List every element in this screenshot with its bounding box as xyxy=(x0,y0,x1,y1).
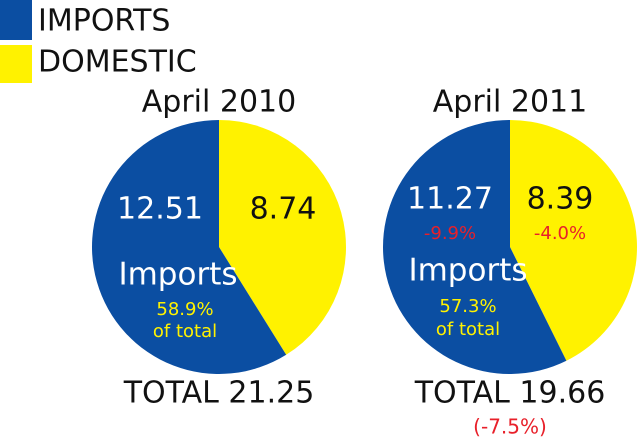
share-note: of total xyxy=(153,321,217,342)
share-label: 58.9% xyxy=(156,299,213,320)
change-label: -9.9% xyxy=(424,223,476,244)
legend-swatch xyxy=(0,0,32,40)
pie-slice xyxy=(219,120,346,355)
value-label: 8.74 xyxy=(250,192,317,227)
value-label: 12.51 xyxy=(117,192,203,227)
total-change: (-7.5%) xyxy=(473,415,547,439)
change-label: -4.0% xyxy=(534,223,586,244)
annotation: Imports xyxy=(118,257,237,293)
share-note: of total xyxy=(436,319,500,340)
legend-label: IMPORTS xyxy=(38,4,170,39)
total-label: TOTAL 21.25 xyxy=(123,376,315,411)
pie-slice xyxy=(92,120,287,374)
pie-slice xyxy=(383,120,567,374)
total-label: TOTAL 19.66 xyxy=(414,376,606,411)
legend-label: DOMESTIC xyxy=(38,45,197,80)
value-label: 11.27 xyxy=(407,182,493,217)
annotation: Imports xyxy=(408,253,527,289)
share-label: 57.3% xyxy=(439,296,496,317)
pie-slice xyxy=(510,120,638,361)
value-label: 8.39 xyxy=(527,182,594,217)
legend-swatch xyxy=(0,45,32,83)
chart-title: April 2011 xyxy=(433,85,587,120)
chart-title: April 2010 xyxy=(142,85,296,120)
